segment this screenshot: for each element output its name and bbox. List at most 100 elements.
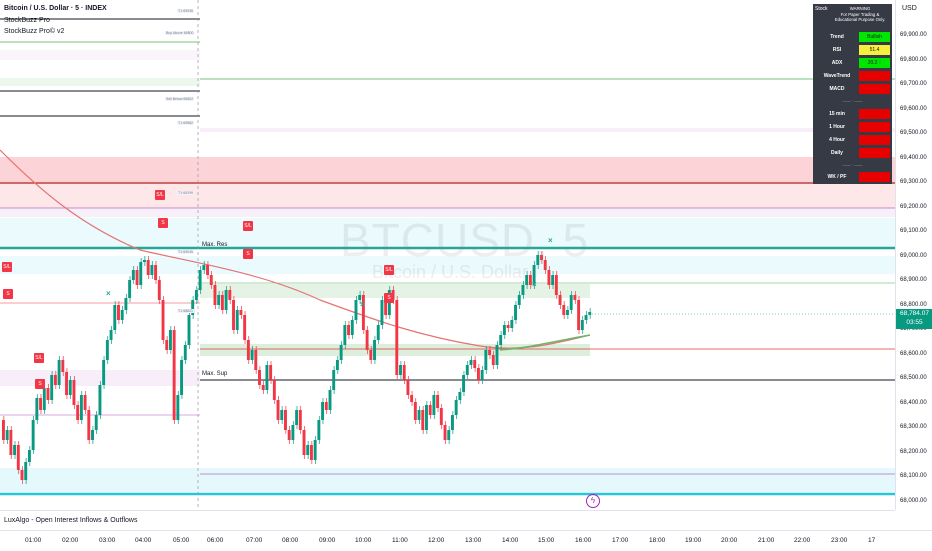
zone-band (0, 208, 895, 217)
sell-signal-tag[interactable]: S (384, 293, 394, 303)
row-label: Daily (831, 150, 843, 156)
sell-signal-tag[interactable]: S (243, 249, 253, 259)
candle-body (276, 400, 280, 420)
table-row-1hour: 1 Hour (813, 121, 892, 133)
candle-body (72, 380, 76, 405)
candle-body (369, 350, 373, 360)
candle-body (421, 410, 425, 430)
candle-body (102, 360, 106, 385)
candle-body (510, 320, 514, 328)
candle-body (220, 295, 224, 310)
candle-body (514, 305, 517, 320)
cross-marker: × (360, 300, 365, 309)
price-tick-label: 69,400.00 (900, 154, 927, 161)
mtf-value (859, 148, 890, 158)
indicator-legend-stockbuzz-pro[interactable]: StockBuzz Pro (4, 17, 50, 24)
candle-body (502, 325, 506, 335)
current-price-badge: 68,784.07 03:55 (896, 309, 932, 329)
mtf-value (859, 109, 890, 119)
time-tick-label: 17:00 (612, 537, 629, 544)
candle-body (120, 310, 124, 320)
time-tick-label: 10:00 (355, 537, 372, 544)
sell-signal-tag[interactable]: S (158, 218, 168, 228)
time-scale[interactable]: 01:00 02:00 03:00 04:00 05:00 06:00 07:00 08:00… (0, 530, 932, 551)
candle-body (131, 270, 135, 280)
candle-body (499, 335, 503, 345)
candle-body (261, 385, 265, 390)
candle-body (569, 295, 573, 310)
price-tick-label: 69,100.00 (900, 228, 927, 234)
candle-body (258, 370, 261, 385)
row-label: RSI (832, 47, 842, 53)
candle-body (298, 410, 302, 430)
row-label: 4 Hour (829, 137, 845, 143)
candle-body (53, 375, 57, 385)
candle-body (180, 360, 184, 395)
candle-body (284, 410, 287, 430)
candle-body (473, 360, 477, 368)
price-tick-label: 69,300.00 (900, 179, 927, 185)
row-label: 15 min (829, 111, 845, 117)
sell-signal-tag[interactable]: S/L (155, 190, 165, 200)
candle-body (124, 298, 128, 310)
candle-body (402, 365, 406, 380)
level-label: T1·69299 (177, 191, 194, 195)
candle-body (291, 425, 295, 440)
max-sup-label: Max. Sup (202, 371, 228, 377)
price-chart[interactable] (0, 0, 895, 510)
candle-body (384, 300, 388, 315)
candle-body (562, 305, 566, 315)
row-label: WK / PF (827, 174, 847, 180)
candle-body (187, 315, 191, 345)
price-tick-label: 68,700.00 (900, 326, 927, 332)
sell-signal-tag[interactable]: S/L (2, 262, 12, 272)
candle-body (5, 430, 9, 440)
candle-body (213, 285, 217, 305)
sell-signal-tag[interactable]: S (3, 289, 13, 299)
time-tick-label: 13:00 (465, 537, 482, 544)
indicator-pane[interactable]: LuxAlgo - Open Interest Inflows & Outflo… (0, 510, 895, 531)
sell-signal-tag[interactable]: S/L (34, 353, 44, 363)
adx-value: 20.2 ↑ (859, 58, 890, 68)
lightning-icon[interactable]: ϟ (586, 494, 600, 508)
price-scale[interactable]: USD 69,900.00 69,800.00 69,700.00 69,600.00… (895, 0, 932, 510)
candle-body (376, 325, 380, 340)
candle-body (410, 395, 414, 402)
row-label: MACD (829, 86, 845, 92)
indicator-title[interactable]: LuxAlgo - Open Interest Inflows & Outflo… (4, 517, 138, 524)
candle-body (139, 262, 143, 285)
candle-body (521, 285, 525, 295)
candle-body (506, 325, 510, 328)
table-row-wk-pf: WK / PF (813, 171, 892, 183)
candle-body (206, 265, 209, 275)
candle-body (547, 270, 551, 285)
price-tick-label: 69,700.00 (900, 81, 927, 87)
candle-body (65, 372, 68, 395)
time-tick-label: 14:00 (502, 537, 519, 544)
candle-body (154, 265, 158, 280)
sell-signal-tag[interactable]: S/L (243, 221, 253, 231)
sell-signal-tag[interactable]: S (35, 379, 45, 389)
time-tick-label: 22:00 (794, 537, 811, 544)
currency-label[interactable]: USD (902, 5, 917, 12)
candle-body (209, 275, 213, 285)
candle-body (16, 445, 20, 470)
time-tick-label: 04:00 (135, 537, 152, 544)
candle-body (436, 395, 440, 408)
indicator-legend-stockbuzz-pro-v2[interactable]: StockBuzz Pro© v2 (4, 28, 65, 35)
table-row-trend: Trend Bullish (813, 31, 892, 43)
table-row-wavetrend: WaveTrend (813, 70, 892, 82)
time-tick-label: 02:00 (62, 537, 79, 544)
candle-body (361, 295, 365, 330)
chart-area[interactable]: BTCUSD, 5 Bitcoin / U.S. Dollar Bitcoin … (0, 0, 895, 510)
sell-signal-tag[interactable]: S/L (384, 265, 394, 275)
candle-body (450, 415, 454, 430)
candle-body (302, 430, 306, 455)
candle-body (536, 255, 540, 265)
candle-body (228, 290, 232, 300)
stockbuzz-info-table: Stock WARNING For Paper Trading & Educat… (813, 4, 892, 184)
candle-body (31, 420, 35, 450)
chart-title[interactable]: Bitcoin / U.S. Dollar · 5 · INDEX (4, 5, 107, 12)
candle-body (246, 340, 250, 360)
candle-body (432, 395, 436, 415)
